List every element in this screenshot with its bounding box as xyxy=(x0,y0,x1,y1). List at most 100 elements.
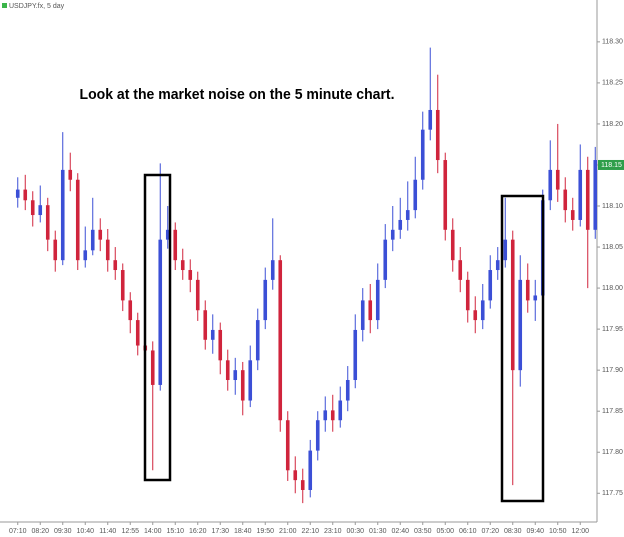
candle-body xyxy=(578,169,583,220)
candle-body xyxy=(120,270,125,301)
candle-body xyxy=(150,350,155,385)
candle-body xyxy=(413,179,418,211)
candle-body xyxy=(195,279,200,311)
x-tick-label: 12:55 xyxy=(121,528,139,535)
candle-body xyxy=(405,210,410,220)
candle-body xyxy=(135,320,140,346)
y-tick-label: 117.80 xyxy=(602,449,623,456)
y-tick-label: 117.90 xyxy=(602,367,623,374)
candle-body xyxy=(428,109,433,130)
candle-body xyxy=(225,360,230,381)
candle-body xyxy=(368,300,373,321)
candle-body xyxy=(128,300,133,321)
candle-body xyxy=(75,179,80,261)
candle-body xyxy=(465,279,470,311)
candle-body xyxy=(240,370,245,401)
annotation: Look at the market noise on the 5 minute… xyxy=(80,86,395,103)
candle-body xyxy=(458,260,463,280)
y-tick-label: 117.85 xyxy=(602,408,623,415)
candle-body xyxy=(323,410,328,421)
candle-body xyxy=(563,189,568,211)
candle-body xyxy=(218,329,223,361)
candle-body xyxy=(420,129,425,180)
candle-body xyxy=(270,260,275,280)
candle-body xyxy=(503,239,508,261)
chart-title: USDJPY.fx, 5 day xyxy=(9,3,65,10)
candle-body xyxy=(263,279,268,321)
candle-body xyxy=(23,189,28,201)
candle-body xyxy=(53,239,58,261)
x-tick-label: 09:40 xyxy=(526,528,544,535)
candle-body xyxy=(285,420,290,471)
x-tick-label: 05:00 xyxy=(436,528,454,535)
candle-body xyxy=(548,169,553,201)
x-tick-label: 06:10 xyxy=(459,528,477,535)
y-tick-label: 117.75 xyxy=(602,490,623,497)
candle-body xyxy=(173,229,178,261)
candle-body xyxy=(60,169,65,261)
candle-body xyxy=(15,189,20,198)
candle-body xyxy=(518,279,523,371)
x-tick-label: 00:30 xyxy=(346,528,364,535)
candle-body xyxy=(278,260,283,421)
x-tick-label: 08:20 xyxy=(31,528,49,535)
candle-body xyxy=(345,380,350,401)
x-tick-label: 01:30 xyxy=(369,528,387,535)
highlight-box xyxy=(143,173,172,482)
candle-body xyxy=(68,169,73,180)
candle-body xyxy=(473,310,478,321)
candle-body xyxy=(293,470,298,481)
y-tick-label: 118.05 xyxy=(602,244,623,251)
x-tick-label: 22:10 xyxy=(301,528,319,535)
candle-body xyxy=(480,300,485,321)
x-tick-label: 23:10 xyxy=(324,528,342,535)
candle-body xyxy=(495,260,500,271)
candle-body xyxy=(233,370,238,381)
x-tick-label: 12:00 xyxy=(571,528,589,535)
candle-body xyxy=(210,329,215,340)
candle-body xyxy=(255,320,260,361)
x-tick-label: 02:40 xyxy=(391,528,409,535)
candle-body xyxy=(390,229,395,240)
x-tick-label: 17:30 xyxy=(211,528,229,535)
candle-body xyxy=(188,270,193,280)
candle-body xyxy=(375,279,380,321)
y-tick-label: 118.30 xyxy=(602,39,623,46)
y-tick-label: 118.25 xyxy=(602,80,623,87)
x-tick-label: 11:40 xyxy=(99,528,116,535)
candle-body xyxy=(525,279,530,301)
candle-body xyxy=(38,205,43,216)
candle-body xyxy=(593,160,598,230)
candle-body xyxy=(398,219,403,230)
candle-body xyxy=(353,329,358,381)
candle-body xyxy=(90,229,95,251)
candle-body xyxy=(158,239,163,385)
candle-body xyxy=(570,210,575,220)
candle-body xyxy=(105,239,110,261)
candle-body xyxy=(533,295,538,301)
candle-body xyxy=(488,270,493,301)
candle-body xyxy=(383,239,388,280)
last-price-box xyxy=(598,159,624,170)
y-tick-label: 118.20 xyxy=(602,121,623,128)
x-tick-label: 14:00 xyxy=(144,528,162,535)
x-tick-label: 19:50 xyxy=(256,528,274,535)
candle-body xyxy=(510,239,515,371)
x-tick-label: 03:50 xyxy=(414,528,432,535)
y-tick-label: 117.95 xyxy=(602,326,623,333)
candle-body xyxy=(443,160,448,230)
y-tick-label: 118.00 xyxy=(602,285,623,292)
x-tick-label: 10:50 xyxy=(549,528,567,535)
x-tick-label: 18:40 xyxy=(234,528,252,535)
x-tick-label: 15:10 xyxy=(166,528,184,535)
candle-body xyxy=(360,300,365,330)
candle-body xyxy=(315,420,320,451)
candle-body xyxy=(248,360,253,401)
x-tick-label: 08:30 xyxy=(504,528,522,535)
last-price-label: 118.15 xyxy=(601,162,622,169)
x-tick-label: 16:20 xyxy=(189,528,207,535)
candle-body xyxy=(45,205,50,240)
candle-body xyxy=(180,260,185,271)
y-tick-label: 118.10 xyxy=(602,203,623,210)
